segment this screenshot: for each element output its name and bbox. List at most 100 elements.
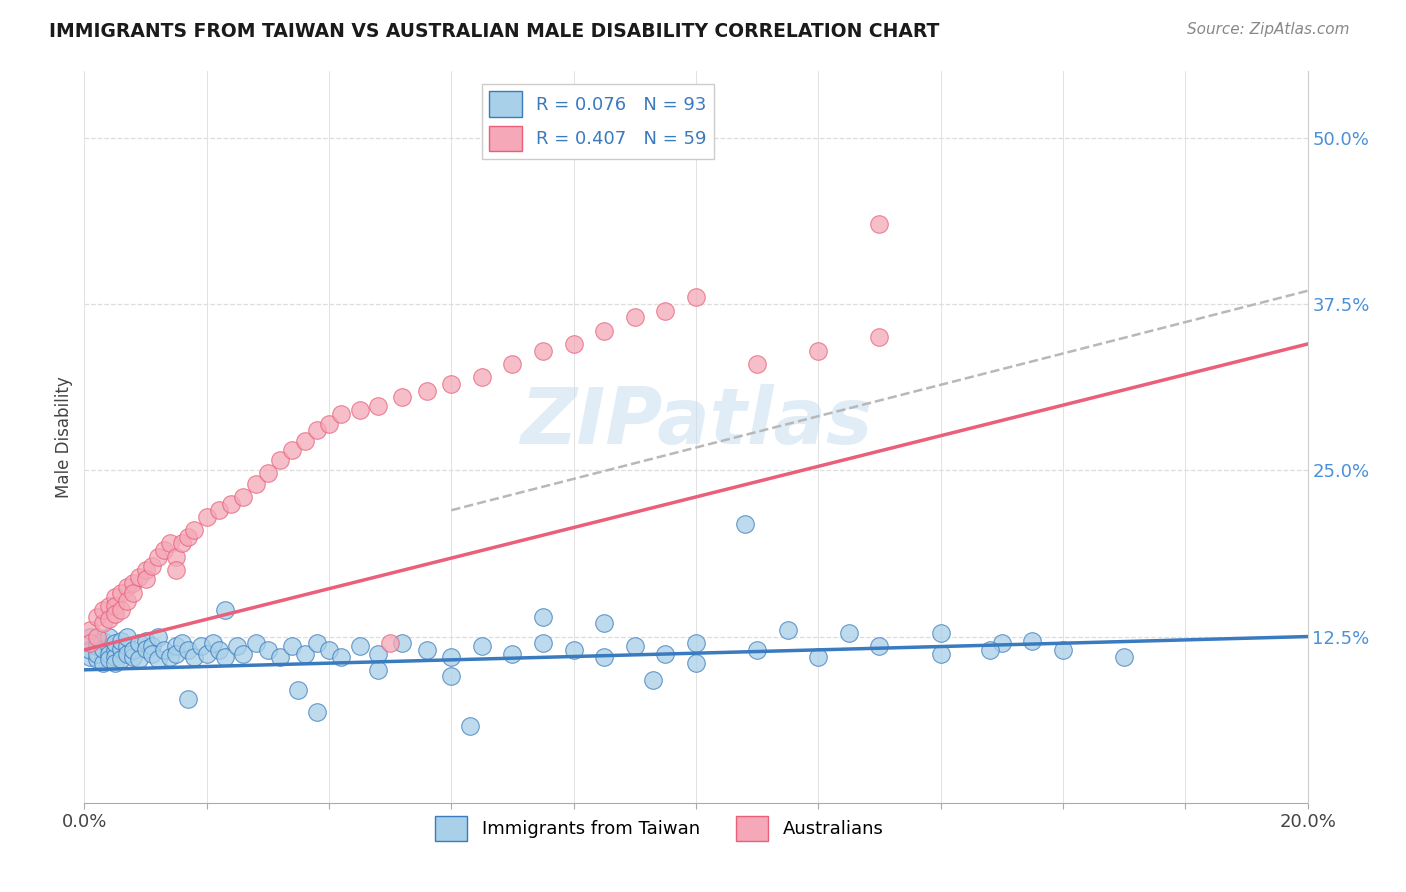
Point	[531, 609, 554, 624]
Point	[165, 549, 187, 564]
Point	[624, 639, 647, 653]
Point	[135, 641, 157, 656]
Point	[367, 400, 389, 414]
Point	[219, 497, 242, 511]
Point	[172, 536, 194, 550]
Point	[294, 647, 316, 661]
Point	[128, 570, 150, 584]
Point	[79, 623, 101, 637]
Point	[869, 217, 891, 231]
Point	[97, 639, 120, 653]
Point	[141, 647, 163, 661]
Point	[318, 643, 340, 657]
Point	[104, 649, 127, 664]
Point	[115, 580, 138, 594]
Point	[104, 599, 127, 613]
Point	[159, 649, 181, 664]
Point	[269, 649, 291, 664]
Point	[122, 649, 145, 664]
Point	[807, 649, 830, 664]
Point	[208, 643, 231, 657]
Point	[232, 490, 254, 504]
Point	[91, 616, 114, 631]
Point	[128, 636, 150, 650]
Point	[330, 649, 353, 664]
Point	[177, 643, 200, 657]
Point	[502, 647, 524, 661]
Point	[159, 536, 181, 550]
Point	[153, 643, 176, 657]
Point	[305, 424, 328, 438]
Point	[208, 503, 231, 517]
Point	[440, 376, 463, 391]
Point	[869, 330, 891, 344]
Point	[869, 639, 891, 653]
Text: Source: ZipAtlas.com: Source: ZipAtlas.com	[1187, 22, 1350, 37]
Point	[177, 692, 200, 706]
Point	[165, 647, 187, 661]
Point	[79, 643, 101, 657]
Point	[367, 663, 389, 677]
Point	[183, 649, 205, 664]
Point	[91, 603, 114, 617]
Text: IMMIGRANTS FROM TAIWAN VS AUSTRALIAN MALE DISABILITY CORRELATION CHART: IMMIGRANTS FROM TAIWAN VS AUSTRALIAN MAL…	[49, 22, 939, 41]
Point	[86, 609, 108, 624]
Point	[115, 639, 138, 653]
Point	[122, 576, 145, 591]
Point	[318, 417, 340, 431]
Point	[104, 656, 127, 670]
Point	[91, 641, 114, 656]
Point	[416, 384, 439, 398]
Point	[115, 647, 138, 661]
Point	[367, 647, 389, 661]
Point	[349, 639, 371, 653]
Point	[91, 633, 114, 648]
Point	[734, 516, 756, 531]
Point	[245, 636, 267, 650]
Point	[172, 636, 194, 650]
Point	[391, 390, 413, 404]
Point	[391, 636, 413, 650]
Point	[1052, 643, 1074, 657]
Point	[562, 337, 585, 351]
Point	[110, 641, 132, 656]
Point	[128, 652, 150, 666]
Point	[214, 649, 236, 664]
Point	[135, 563, 157, 577]
Point	[330, 408, 353, 422]
Point	[91, 656, 114, 670]
Point	[183, 523, 205, 537]
Point	[685, 290, 707, 304]
Point	[685, 636, 707, 650]
Point	[141, 559, 163, 574]
Point	[979, 643, 1001, 657]
Legend: Immigrants from Taiwan, Australians: Immigrants from Taiwan, Australians	[427, 809, 891, 848]
Point	[305, 636, 328, 650]
Point	[115, 630, 138, 644]
Point	[153, 543, 176, 558]
Point	[86, 630, 108, 644]
Point	[502, 357, 524, 371]
Point	[165, 563, 187, 577]
Point	[86, 647, 108, 661]
Point	[257, 466, 280, 480]
Point	[190, 639, 212, 653]
Point	[97, 599, 120, 613]
Point	[281, 443, 304, 458]
Point	[440, 669, 463, 683]
Point	[305, 706, 328, 720]
Point	[471, 370, 494, 384]
Point	[146, 630, 169, 644]
Point	[654, 303, 676, 318]
Point	[104, 643, 127, 657]
Point	[86, 639, 108, 653]
Point	[195, 509, 218, 524]
Point	[97, 647, 120, 661]
Point	[380, 636, 402, 650]
Point	[747, 357, 769, 371]
Point	[349, 403, 371, 417]
Point	[135, 633, 157, 648]
Point	[79, 630, 101, 644]
Point	[807, 343, 830, 358]
Point	[747, 643, 769, 657]
